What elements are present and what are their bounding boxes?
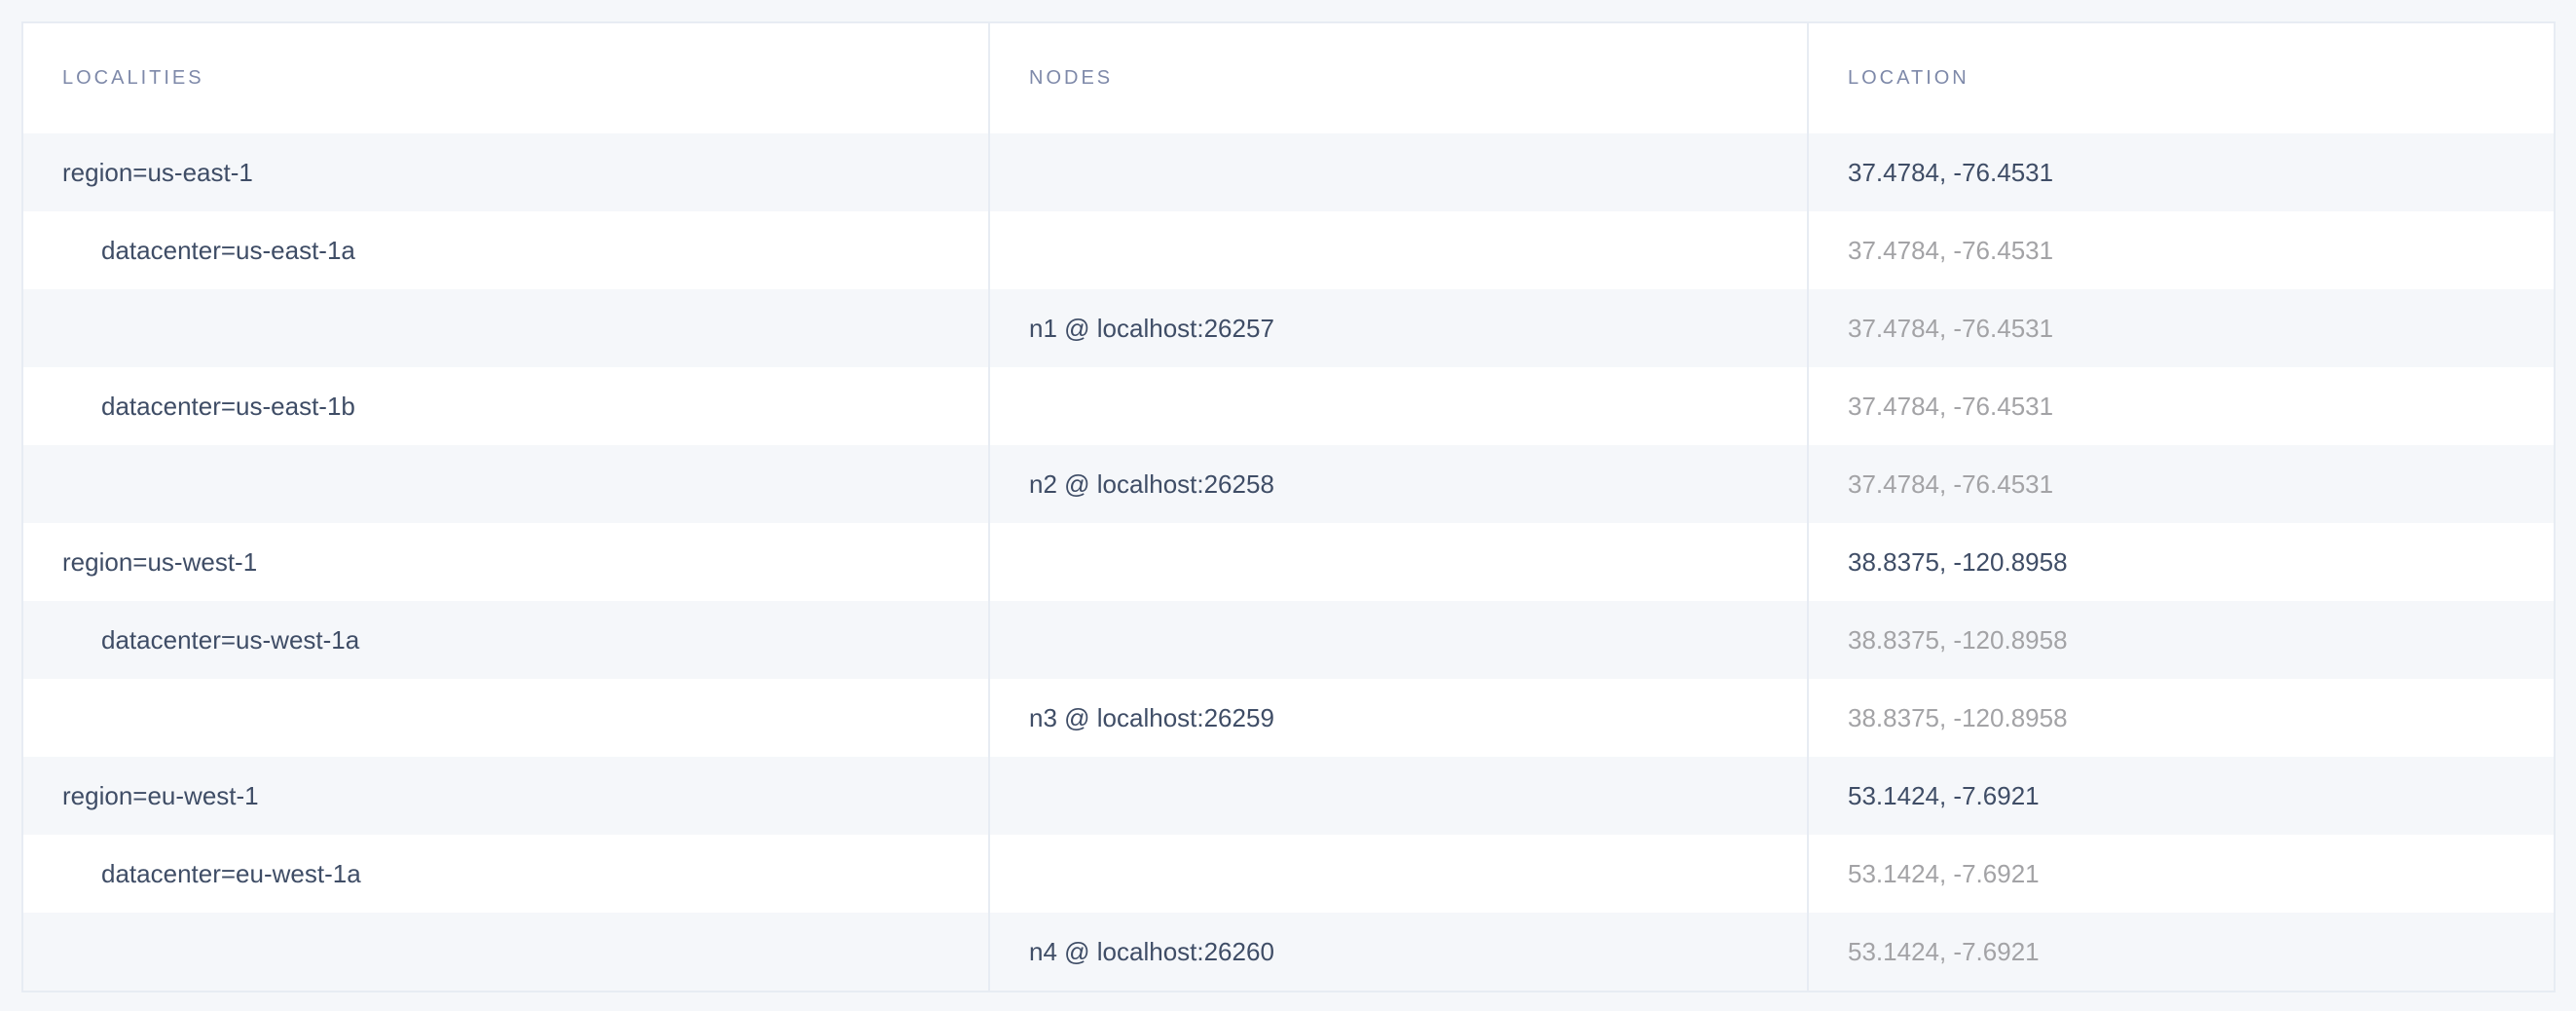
table-row: n2 @ localhost:26258 37.4784, -76.4531 (23, 445, 2554, 523)
node-cell: n4 @ localhost:26260 (990, 913, 1809, 991)
location-cell: 37.4784, -76.4531 (1848, 235, 2054, 265)
location-cell: 53.1424, -7.6921 (1848, 780, 2040, 810)
location-cell: 37.4784, -76.4531 (1848, 391, 2054, 421)
location-cell: 53.1424, -7.6921 (1848, 936, 2040, 966)
locality-cell: datacenter=us-east-1a (23, 211, 990, 289)
node-cell: n2 @ localhost:26258 (990, 445, 1809, 523)
locality-cell: region=us-east-1 (23, 133, 990, 211)
location-cell: 37.4784, -76.4531 (1848, 313, 2054, 343)
node-cell (990, 757, 1809, 835)
table-row: datacenter=eu-west-1a 53.1424, -7.6921 (23, 835, 2554, 913)
locality-cell: region=us-west-1 (23, 523, 990, 601)
table-row: n4 @ localhost:26260 53.1424, -7.6921 (23, 913, 2554, 991)
node-cell (990, 367, 1809, 445)
table-row: region=us-east-1 37.4784, -76.4531 (23, 133, 2554, 211)
locality-cell: datacenter=us-west-1a (23, 601, 990, 679)
table-header: LOCALITIES NODES LOCATION (23, 23, 2554, 133)
header-location: LOCATION (1848, 67, 1969, 89)
location-cell: 53.1424, -7.6921 (1848, 858, 2040, 888)
table-row: n1 @ localhost:26257 37.4784, -76.4531 (23, 289, 2554, 367)
node-cell (990, 601, 1809, 679)
node-cell (990, 835, 1809, 913)
node-cell: n1 @ localhost:26257 (990, 289, 1809, 367)
table-row: region=us-west-1 38.8375, -120.8958 (23, 523, 2554, 601)
table-row: datacenter=us-east-1a 37.4784, -76.4531 (23, 211, 2554, 289)
location-cell: 37.4784, -76.4531 (1848, 468, 2054, 499)
locality-cell: region=eu-west-1 (23, 757, 990, 835)
locality-cell: datacenter=eu-west-1a (23, 835, 990, 913)
locality-cell (23, 679, 990, 757)
header-nodes: NODES (990, 23, 1809, 133)
table-row: region=eu-west-1 53.1424, -7.6921 (23, 757, 2554, 835)
location-cell: 37.4784, -76.4531 (1848, 157, 2054, 187)
location-cell: 38.8375, -120.8958 (1848, 702, 2068, 732)
localities-table: LOCALITIES NODES LOCATION region=us-east… (21, 21, 2556, 992)
table-row: n3 @ localhost:26259 38.8375, -120.8958 (23, 679, 2554, 757)
table-row: datacenter=us-east-1b 37.4784, -76.4531 (23, 367, 2554, 445)
node-cell (990, 133, 1809, 211)
locality-cell: datacenter=us-east-1b (23, 367, 990, 445)
node-cell: n3 @ localhost:26259 (990, 679, 1809, 757)
node-cell (990, 211, 1809, 289)
locality-cell (23, 289, 990, 367)
location-cell: 38.8375, -120.8958 (1848, 546, 2068, 577)
table-row: datacenter=us-west-1a 38.8375, -120.8958 (23, 601, 2554, 679)
location-cell: 38.8375, -120.8958 (1848, 624, 2068, 655)
header-localities: LOCALITIES (23, 23, 990, 133)
locality-cell (23, 445, 990, 523)
node-cell (990, 523, 1809, 601)
locality-cell (23, 913, 990, 991)
